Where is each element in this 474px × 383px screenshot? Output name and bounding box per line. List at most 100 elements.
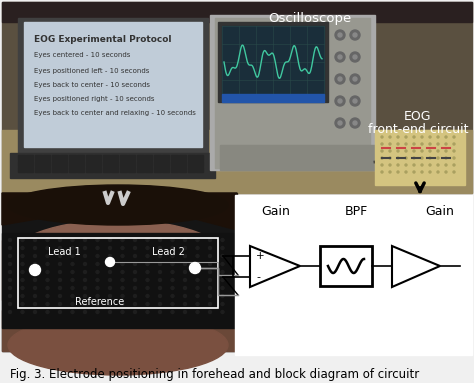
Bar [69, 155, 76, 159]
Circle shape [134, 262, 137, 265]
Circle shape [421, 164, 423, 166]
Bar [197, 161, 203, 165]
Circle shape [96, 262, 99, 265]
Circle shape [121, 247, 124, 249]
Circle shape [353, 77, 357, 81]
Circle shape [389, 150, 391, 152]
Bar [197, 167, 203, 172]
Circle shape [58, 295, 62, 298]
Bar [188, 167, 195, 172]
Circle shape [9, 286, 11, 290]
Bar [86, 155, 93, 159]
Circle shape [453, 143, 455, 145]
Bar [18, 167, 25, 172]
Circle shape [397, 150, 399, 152]
Bar [111, 155, 118, 159]
Circle shape [158, 270, 162, 273]
Circle shape [121, 278, 124, 282]
Circle shape [158, 239, 162, 242]
Circle shape [183, 270, 186, 273]
Circle shape [389, 143, 391, 145]
Circle shape [9, 239, 11, 242]
Circle shape [21, 286, 24, 290]
Circle shape [71, 254, 74, 257]
Circle shape [335, 74, 345, 84]
Circle shape [389, 157, 391, 159]
Circle shape [46, 286, 49, 290]
Circle shape [209, 295, 211, 298]
Circle shape [146, 254, 149, 257]
Circle shape [71, 262, 74, 265]
Circle shape [83, 270, 86, 273]
Circle shape [350, 118, 360, 128]
Circle shape [96, 254, 99, 257]
Bar [52, 161, 59, 165]
Circle shape [83, 254, 86, 257]
Circle shape [209, 278, 211, 282]
Circle shape [46, 295, 49, 298]
Circle shape [413, 136, 415, 138]
Circle shape [58, 262, 62, 265]
Circle shape [221, 270, 224, 273]
Bar [188, 155, 195, 159]
Circle shape [221, 286, 224, 290]
Circle shape [34, 295, 36, 298]
Bar [188, 161, 195, 165]
Bar [94, 161, 101, 165]
Circle shape [445, 143, 447, 145]
Circle shape [134, 286, 137, 290]
Circle shape [221, 239, 224, 242]
Circle shape [109, 311, 111, 314]
Circle shape [171, 311, 174, 314]
Bar [210, 15, 375, 170]
Circle shape [413, 171, 415, 173]
Circle shape [413, 143, 415, 145]
Circle shape [46, 262, 49, 265]
Bar [86, 161, 93, 165]
Ellipse shape [8, 185, 228, 225]
Circle shape [221, 247, 224, 249]
Circle shape [445, 164, 447, 166]
Circle shape [58, 254, 62, 257]
Circle shape [183, 295, 186, 298]
Circle shape [209, 239, 211, 242]
Circle shape [83, 311, 86, 314]
Bar [2, 240, 237, 300]
Bar [2, 193, 237, 351]
Circle shape [134, 295, 137, 298]
Circle shape [429, 143, 431, 145]
Circle shape [429, 136, 431, 138]
Circle shape [335, 96, 345, 106]
Circle shape [21, 254, 24, 257]
Circle shape [83, 239, 86, 242]
Circle shape [96, 303, 99, 306]
Circle shape [158, 286, 162, 290]
Bar [103, 167, 110, 172]
Text: -: - [256, 272, 260, 282]
Bar [35, 155, 42, 159]
Circle shape [83, 278, 86, 282]
Circle shape [34, 262, 36, 265]
Circle shape [221, 278, 224, 282]
Circle shape [221, 295, 224, 298]
Circle shape [96, 270, 99, 273]
Bar [154, 167, 161, 172]
Bar [163, 161, 170, 165]
Circle shape [429, 171, 431, 173]
Circle shape [338, 33, 342, 37]
Bar [146, 155, 153, 159]
Bar [18, 238, 218, 308]
Circle shape [121, 262, 124, 265]
Circle shape [121, 286, 124, 290]
Circle shape [21, 295, 24, 298]
Bar [35, 167, 42, 172]
Circle shape [209, 254, 211, 257]
Circle shape [397, 157, 399, 159]
Circle shape [109, 278, 111, 282]
Circle shape [437, 150, 439, 152]
Circle shape [9, 262, 11, 265]
Circle shape [196, 303, 199, 306]
Circle shape [171, 278, 174, 282]
Circle shape [413, 157, 415, 159]
Text: Oscilloscope: Oscilloscope [268, 12, 352, 25]
